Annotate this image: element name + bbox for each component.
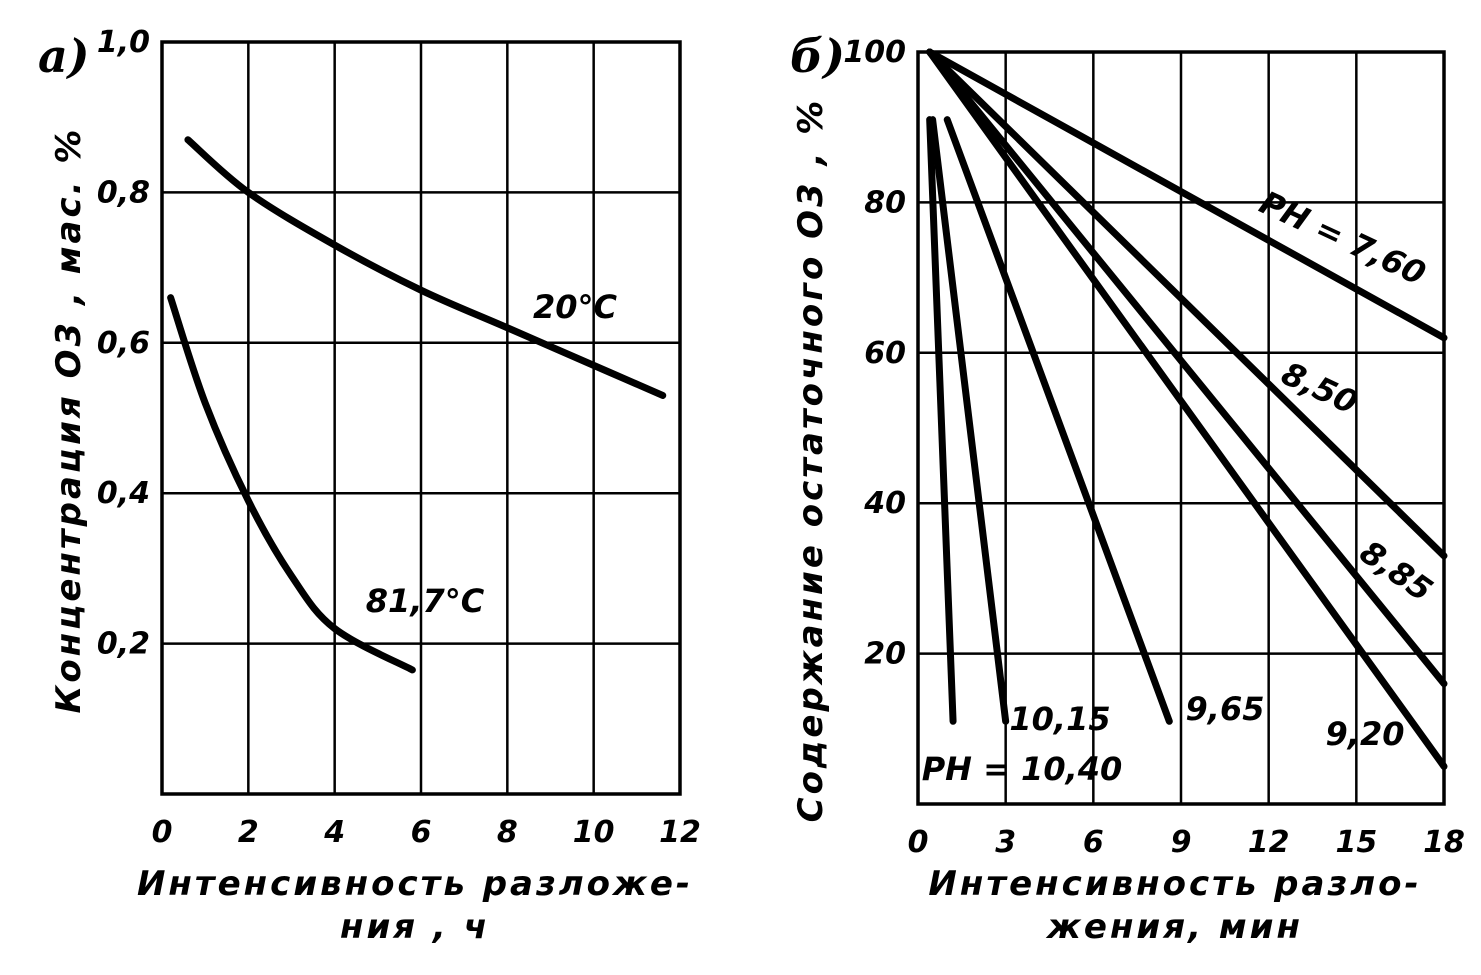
panel-b-x-ticks: 0 3 6 9 12 15 18 bbox=[908, 825, 1465, 860]
x-tick-label: 8 bbox=[497, 815, 518, 850]
x-tick-label: 3 bbox=[995, 825, 1016, 860]
panel-b-x-axis-title-line2: жения, мин bbox=[1045, 907, 1303, 947]
x-tick-label: 0 bbox=[152, 815, 173, 850]
panel-b-y-axis-title: Содержание остаточного O3 , % bbox=[791, 98, 831, 823]
series-label: 20°C bbox=[533, 288, 618, 326]
panel-a-label: а) bbox=[38, 29, 90, 83]
y-tick-label: 80 bbox=[864, 185, 906, 220]
panel-a-y-axis-title: Концентрация O3 , мас. % bbox=[49, 127, 89, 714]
y-tick-label: 0,6 bbox=[97, 326, 150, 361]
series-line-2 bbox=[926, 48, 1448, 688]
series-line-6 bbox=[926, 116, 957, 725]
series-label: 9,65 bbox=[1186, 690, 1265, 728]
x-tick-label: 12 bbox=[659, 815, 701, 850]
panel-a-series: 20°C 81,7°C bbox=[167, 136, 667, 674]
y-tick-label: 0,8 bbox=[97, 175, 150, 210]
panel-a-plot-frame bbox=[160, 40, 682, 796]
panel-a-grid bbox=[162, 42, 680, 794]
y-tick-label: 0,2 bbox=[97, 627, 150, 662]
x-tick-label: 6 bbox=[411, 815, 432, 850]
panel-b-x-axis-title-line1: Интенсивность разло- bbox=[928, 864, 1421, 904]
y-tick-label: 60 bbox=[864, 336, 906, 371]
series-label: 81,7°C bbox=[366, 582, 485, 620]
series-line-3 bbox=[926, 48, 1448, 770]
panel-a-y-ticks: 0,2 0,4 0,6 0,8 1,0 bbox=[97, 25, 150, 662]
panel-b-plot-frame bbox=[916, 50, 1446, 806]
series-line-1 bbox=[167, 294, 416, 674]
series-label: PH = 10,40 bbox=[922, 750, 1123, 788]
panel-b-series: PH = 7,60 8,50 8,85 9,20 9,65 10,15 PH = 10,40 bbox=[922, 48, 1448, 788]
y-tick-label: 0,4 bbox=[97, 476, 150, 511]
y-tick-label: 100 bbox=[843, 35, 906, 70]
series-label: 10,15 bbox=[1009, 700, 1110, 738]
x-tick-label: 12 bbox=[1248, 825, 1290, 860]
x-tick-label: 18 bbox=[1423, 825, 1465, 860]
chart-panel-b: б) 0 3 6 9 12 15 18 20 40 60 80 100 PH = 7,60 8,50 8… bbox=[790, 29, 1465, 947]
series-label: 9,20 bbox=[1326, 715, 1405, 753]
series-label: PH = 7,60 bbox=[1254, 183, 1432, 293]
panel-b-grid bbox=[918, 52, 1444, 804]
x-tick-label: 9 bbox=[1171, 825, 1192, 860]
panel-a-x-ticks: 0 2 4 6 8 10 12 bbox=[152, 815, 701, 850]
chart-panel-a: а) 0 2 4 6 8 10 12 0,20,40,60,81,0 20°C81,7°C … bbox=[38, 25, 701, 947]
x-tick-label: 15 bbox=[1335, 825, 1377, 860]
series-label: 8,50 bbox=[1276, 354, 1364, 422]
panel-a-x-axis-title-line2: ния , ч bbox=[340, 907, 490, 947]
series-line-1 bbox=[926, 48, 1448, 560]
x-tick-label: 2 bbox=[238, 815, 259, 850]
x-tick-label: 4 bbox=[323, 815, 345, 850]
x-tick-label: 10 bbox=[573, 815, 615, 850]
y-tick-label: 40 bbox=[863, 486, 906, 521]
y-tick-label: 20 bbox=[864, 637, 906, 672]
x-tick-label: 0 bbox=[908, 825, 929, 860]
panel-b-label: б) bbox=[790, 29, 845, 83]
series-line-5 bbox=[929, 116, 1010, 725]
series-line-0 bbox=[926, 48, 1448, 342]
y-tick-label: 1,0 bbox=[97, 25, 150, 60]
panel-b-y-ticks: 20 40 60 80 100 bbox=[843, 35, 906, 672]
x-tick-label: 6 bbox=[1083, 825, 1104, 860]
series-label: 8,85 bbox=[1353, 533, 1439, 609]
panel-a-x-axis-title-line1: Интенсивность разложе- bbox=[137, 864, 693, 904]
series-line-4 bbox=[943, 116, 1173, 725]
series-line-0 bbox=[184, 136, 667, 399]
